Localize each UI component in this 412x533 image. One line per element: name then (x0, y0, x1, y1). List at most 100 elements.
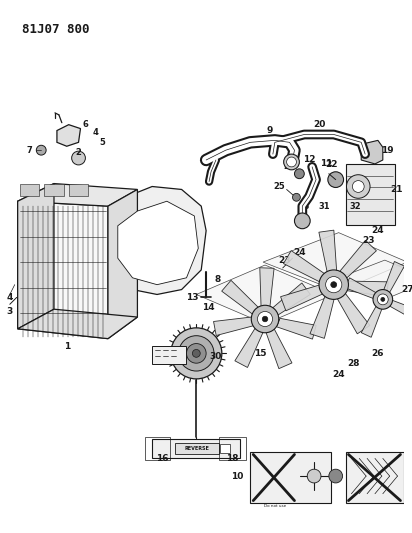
Text: 24: 24 (293, 248, 306, 257)
Polygon shape (260, 268, 274, 309)
Circle shape (293, 193, 300, 201)
Bar (220, 443, 229, 454)
Polygon shape (263, 232, 407, 292)
Polygon shape (265, 327, 292, 369)
Text: 81J07 800: 81J07 800 (21, 22, 89, 36)
Circle shape (192, 350, 200, 357)
Text: 29: 29 (284, 163, 295, 172)
Polygon shape (108, 187, 206, 294)
Text: 20: 20 (313, 120, 325, 129)
Text: 15: 15 (254, 349, 267, 358)
Bar (346, 451, 405, 503)
Text: 11: 11 (320, 159, 332, 168)
Circle shape (171, 328, 222, 379)
Polygon shape (338, 240, 377, 280)
Circle shape (36, 146, 46, 155)
Polygon shape (336, 291, 370, 334)
Text: REVERSE: REVERSE (184, 446, 209, 451)
Text: 16: 16 (156, 454, 168, 463)
Circle shape (373, 289, 393, 309)
Text: 8: 8 (215, 275, 221, 284)
Text: 10: 10 (232, 472, 244, 481)
Text: 6: 6 (82, 120, 88, 129)
Polygon shape (108, 189, 138, 338)
Text: 31: 31 (318, 201, 330, 211)
Circle shape (328, 172, 344, 188)
Text: 5: 5 (99, 138, 105, 147)
Circle shape (346, 175, 370, 198)
Circle shape (72, 151, 85, 165)
Text: 14: 14 (202, 303, 214, 312)
Circle shape (187, 344, 206, 363)
Text: 27: 27 (401, 285, 412, 294)
Bar (346, 164, 395, 225)
Bar (152, 346, 185, 364)
Text: 23: 23 (362, 236, 375, 245)
Text: 4: 4 (92, 128, 98, 137)
Polygon shape (345, 278, 377, 299)
Circle shape (319, 270, 349, 300)
Text: 23: 23 (279, 256, 291, 264)
Circle shape (262, 316, 268, 322)
Circle shape (284, 154, 300, 170)
Text: 13: 13 (186, 293, 199, 302)
Polygon shape (283, 251, 327, 283)
Circle shape (325, 277, 342, 293)
Polygon shape (334, 260, 412, 300)
Text: 24: 24 (332, 370, 345, 379)
Circle shape (179, 336, 214, 371)
Polygon shape (213, 317, 256, 336)
Polygon shape (388, 300, 412, 321)
Text: 33: 33 (299, 201, 310, 211)
Polygon shape (361, 305, 382, 337)
Polygon shape (274, 318, 316, 339)
Text: 3: 3 (7, 306, 13, 316)
Text: Do not use: Do not use (264, 504, 286, 507)
Polygon shape (196, 265, 334, 324)
Polygon shape (57, 125, 80, 146)
Text: 26: 26 (372, 349, 384, 358)
Bar (250, 451, 331, 503)
Bar (145, 437, 170, 461)
Circle shape (307, 469, 321, 483)
Polygon shape (235, 326, 264, 367)
Polygon shape (310, 294, 335, 338)
Polygon shape (344, 281, 388, 297)
Polygon shape (383, 262, 405, 294)
Text: 19: 19 (382, 146, 394, 155)
Text: 4: 4 (7, 293, 13, 302)
Polygon shape (319, 230, 337, 274)
Polygon shape (281, 284, 325, 311)
Text: 9: 9 (267, 126, 273, 135)
Text: 2: 2 (75, 148, 82, 157)
Circle shape (258, 311, 273, 327)
Polygon shape (44, 183, 64, 196)
Circle shape (287, 157, 297, 167)
Circle shape (377, 294, 388, 305)
Polygon shape (222, 280, 260, 316)
Polygon shape (69, 183, 88, 196)
Text: 17: 17 (269, 319, 281, 328)
Text: 7: 7 (26, 146, 32, 155)
Circle shape (331, 282, 337, 288)
Text: 22: 22 (325, 160, 338, 169)
Polygon shape (18, 183, 138, 206)
Circle shape (251, 305, 279, 333)
Polygon shape (20, 183, 39, 196)
Text: 24: 24 (372, 226, 384, 235)
Circle shape (352, 181, 364, 192)
Text: 21: 21 (390, 185, 403, 194)
Polygon shape (18, 309, 138, 338)
Circle shape (295, 213, 310, 229)
Text: 12: 12 (303, 156, 316, 165)
Polygon shape (18, 183, 54, 329)
Bar (175, 443, 219, 455)
Polygon shape (361, 140, 383, 164)
Polygon shape (271, 283, 310, 317)
Circle shape (381, 297, 385, 301)
Text: 25: 25 (274, 182, 286, 191)
Polygon shape (18, 201, 108, 338)
Text: 32: 32 (349, 201, 361, 211)
Polygon shape (118, 201, 198, 285)
Text: 18: 18 (226, 454, 239, 463)
